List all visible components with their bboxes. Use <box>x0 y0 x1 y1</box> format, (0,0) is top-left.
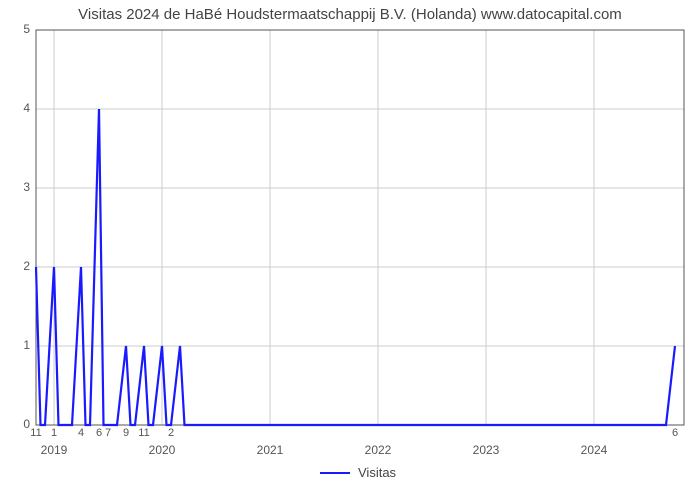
x-year-label: 2023 <box>466 443 506 457</box>
chart-container: Visitas 2024 de HaBé Houdstermaatschappi… <box>0 0 700 500</box>
x-year-label: 2024 <box>574 443 614 457</box>
x-minor-label: 2 <box>161 427 181 439</box>
x-year-label: 2020 <box>142 443 182 457</box>
x-minor-label: 7 <box>98 427 118 439</box>
x-minor-label: 1 <box>44 427 64 439</box>
x-year-label: 2019 <box>34 443 74 457</box>
x-year-label: 2022 <box>358 443 398 457</box>
x-minor-label: 6 <box>665 427 685 439</box>
x-year-label: 2021 <box>250 443 290 457</box>
y-tick-label: 4 <box>6 101 30 115</box>
legend-swatch <box>320 472 350 474</box>
y-tick-label: 5 <box>6 22 30 36</box>
y-tick-label: 1 <box>6 338 30 352</box>
plot-area <box>36 30 684 425</box>
x-minor-label: 11 <box>26 427 46 439</box>
x-minor-label: 11 <box>134 427 154 439</box>
legend-label: Visitas <box>358 465 396 480</box>
y-tick-label: 2 <box>6 259 30 273</box>
x-minor-label: 9 <box>116 427 136 439</box>
x-minor-label: 4 <box>71 427 91 439</box>
legend: Visitas <box>320 465 396 480</box>
y-tick-label: 3 <box>6 180 30 194</box>
